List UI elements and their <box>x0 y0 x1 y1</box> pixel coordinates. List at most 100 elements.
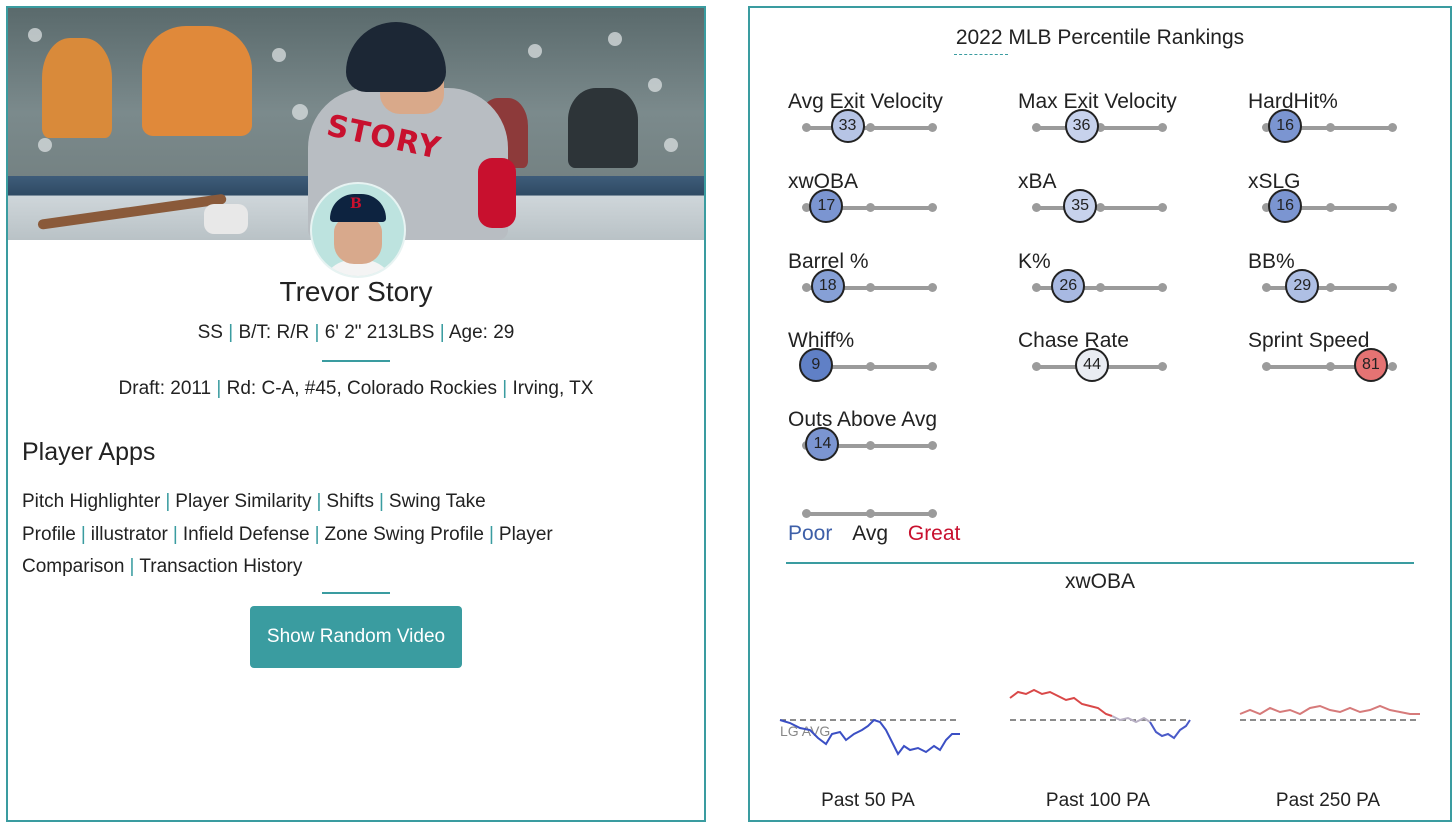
metric-whiff: Whiff% 9 <box>788 329 988 399</box>
lg-avg-label: LG AVG <box>780 723 830 739</box>
track-tick <box>928 123 937 132</box>
rankings-title-underline <box>954 54 1008 55</box>
metric-label: HardHit% <box>1248 90 1338 113</box>
track-tick <box>866 362 875 371</box>
bats-throws: B/T: R/R <box>238 322 310 343</box>
track-tick <box>1032 123 1041 132</box>
position: SS <box>197 322 223 343</box>
percentile-bubble: 35 <box>1063 189 1098 223</box>
track-tick <box>1388 123 1397 132</box>
metric-bb: BB% 29 <box>1248 250 1448 320</box>
sparkline-past-100-pa <box>1009 688 1113 717</box>
track-tick <box>1262 123 1271 132</box>
draft-team: Colorado Rockies <box>347 378 497 399</box>
metric-label: K% <box>1018 250 1051 273</box>
divider <box>322 592 390 594</box>
metric-label: Outs Above Avg <box>788 408 938 431</box>
legend-great: Great <box>907 522 961 545</box>
track-tick <box>1262 362 1271 371</box>
metric-hardhit: HardHit% 16 <box>1248 90 1448 160</box>
percentile-bubble: 9 <box>798 348 833 382</box>
track-tick <box>1326 283 1335 292</box>
app-link-shifts[interactable]: Shifts <box>326 491 374 512</box>
track-tick <box>928 441 937 450</box>
percentile-bubble: 44 <box>1075 348 1110 382</box>
xwoba-sparklines: LG AVG <box>779 688 1420 756</box>
app-link-infield-defense[interactable]: Infield Defense <box>182 523 310 545</box>
draft-round-pick: Rd: C-A, #45, <box>226 378 342 399</box>
player-apps-links: Pitch Highlighter | Player Similarity | Shif… <box>22 491 553 578</box>
track-tick <box>1388 362 1397 371</box>
track-tick <box>1032 362 1041 371</box>
legend-avg: Avg <box>852 522 889 545</box>
section-divider <box>786 562 1414 564</box>
percentile-bubble: 18 <box>810 269 845 303</box>
divider <box>322 360 390 362</box>
hometown: Irving, TX <box>512 378 594 399</box>
player-name: Trevor Story <box>279 276 433 307</box>
player-card: STORY B Trevor Story SS | B/T: R/R | 6' … <box>6 6 706 822</box>
track-tick <box>1096 283 1105 292</box>
percentile-rankings-card: 2022 MLB Percentile Rankings Avg Exit Ve… <box>748 6 1452 822</box>
percentile-bubble: 14 <box>805 427 840 461</box>
player-avatar: B <box>310 182 406 278</box>
track-tick <box>866 441 875 450</box>
metric-xba: xBA 35 <box>1018 170 1218 240</box>
window-label-50: Past 50 PA <box>821 790 915 811</box>
track-tick <box>1158 203 1167 212</box>
track-tick <box>802 203 811 212</box>
metric-label: Chase Rate <box>1018 329 1129 352</box>
track-tick <box>928 203 937 212</box>
metric-label: xwOBA <box>788 170 859 193</box>
track-tick <box>928 362 937 371</box>
track-tick <box>1326 123 1335 132</box>
sparkline-past-100-pa-low <box>1149 719 1191 740</box>
app-link-swing-take-profile[interactable]: Swing Take Profile <box>22 491 486 545</box>
metric-label: xBA <box>1018 170 1057 193</box>
app-link-transaction-history[interactable]: Transaction History <box>139 556 303 577</box>
metric-label: BB% <box>1248 250 1295 273</box>
metric-label: Barrel % <box>788 250 869 273</box>
track-tick <box>802 123 811 132</box>
legend-poor: Poor <box>788 522 833 545</box>
metric-xwoba: xwOBA 17 <box>788 170 988 240</box>
track-tick <box>1096 203 1105 212</box>
track-tick <box>1032 283 1041 292</box>
percentile-bubble: 17 <box>809 189 844 223</box>
metric-label: xSLG <box>1248 170 1301 193</box>
track-tick <box>1262 203 1271 212</box>
window-label-100: Past 100 PA <box>1045 790 1151 811</box>
app-link-player-comparison[interactable]: Player Comparison <box>22 523 553 578</box>
track-tick <box>1096 123 1105 132</box>
sparkline-past-100-pa-mid <box>1111 715 1151 724</box>
window-label-250: Past 250 PA <box>1275 790 1381 811</box>
metric-barrel: Barrel % 18 <box>788 250 988 320</box>
metric-chase-rate: Chase Rate 44 <box>1018 329 1218 399</box>
metric-avg-exit-velocity: Avg Exit Velocity 33 <box>788 90 988 160</box>
draft-info: Draft: 2011 | Rd: C-A, #45, Colorado Roc… <box>118 378 594 399</box>
player-apps-title: Player Apps <box>22 438 156 466</box>
metric-label: Max Exit Velocity <box>1018 90 1177 113</box>
age: Age: 29 <box>448 322 515 343</box>
app-link-pitch-highlighter[interactable]: Pitch Highlighter <box>22 491 161 512</box>
app-link-player-similarity[interactable]: Player Similarity <box>175 491 312 512</box>
metric-label: Whiff% <box>788 329 855 352</box>
sparkline-past-50-pa <box>779 718 960 756</box>
metric-max-exit-velocity: Max Exit Velocity 36 <box>1018 90 1218 160</box>
track-tick <box>866 123 875 132</box>
percentile-bubble: 16 <box>1268 109 1303 143</box>
track-tick <box>1262 283 1271 292</box>
track-tick <box>866 283 875 292</box>
track-tick <box>1388 283 1397 292</box>
track-tick <box>1326 203 1335 212</box>
track-tick <box>1388 203 1397 212</box>
app-link-zone-swing-profile[interactable]: Zone Swing Profile <box>324 523 484 545</box>
percentile-bubble: 81 <box>1353 348 1388 382</box>
track-tick <box>1158 362 1167 371</box>
track-tick <box>802 283 811 292</box>
show-random-video-button[interactable]: Show Random Video <box>250 606 462 668</box>
metric-k: K% 26 <box>1018 250 1218 320</box>
track-tick <box>1158 283 1167 292</box>
metric-xslg: xSLG 16 <box>1248 170 1448 240</box>
app-link-illustrator[interactable]: illustrator <box>90 523 168 545</box>
